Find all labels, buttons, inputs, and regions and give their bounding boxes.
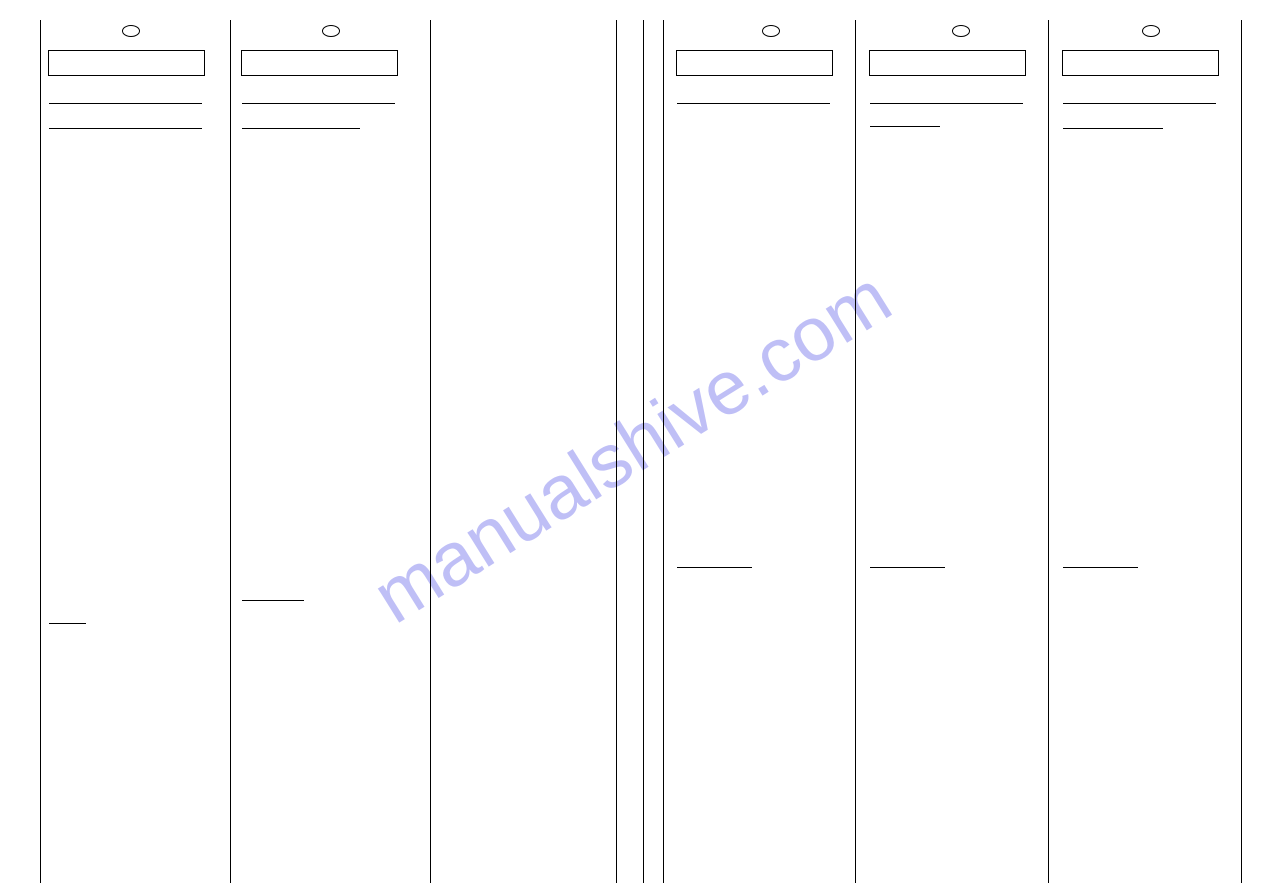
punch-hole-icon — [952, 25, 970, 37]
panel-header-rule — [49, 103, 202, 104]
panel-footer-rule — [1063, 567, 1138, 568]
vertical-divider — [1048, 20, 1049, 883]
panel-footer-rule — [677, 567, 752, 568]
panel-footer-rule — [870, 567, 945, 568]
panel-header-rule — [870, 126, 940, 127]
panel-footer-rule — [242, 600, 304, 601]
vertical-divider — [855, 20, 856, 883]
panel-header-rule — [242, 128, 360, 129]
panel-header-rule — [870, 103, 1023, 104]
vertical-divider — [430, 20, 431, 883]
panel-header-rule — [677, 103, 830, 104]
panel-title-box — [676, 50, 833, 76]
vertical-divider — [616, 20, 617, 883]
panel-title-box — [241, 50, 398, 76]
watermark-text: manualshive.com — [358, 253, 906, 640]
punch-hole-icon — [1142, 25, 1160, 37]
panel-title-box — [869, 50, 1026, 76]
vertical-divider — [230, 20, 231, 883]
panel-header-rule — [242, 103, 395, 104]
vertical-divider — [1241, 20, 1242, 883]
document-canvas: manualshive.com — [0, 0, 1263, 893]
panel-header-rule — [1063, 128, 1163, 129]
panel-title-box — [48, 50, 205, 76]
panel-header-rule — [49, 128, 202, 129]
punch-hole-icon — [762, 25, 780, 37]
panel-title-box — [1062, 50, 1219, 76]
panel-footer-rule — [49, 623, 86, 624]
punch-hole-icon — [122, 25, 140, 37]
vertical-divider — [643, 20, 644, 883]
vertical-divider — [40, 20, 41, 883]
panel-header-rule — [1063, 103, 1216, 104]
vertical-divider — [663, 20, 664, 883]
punch-hole-icon — [322, 25, 340, 37]
